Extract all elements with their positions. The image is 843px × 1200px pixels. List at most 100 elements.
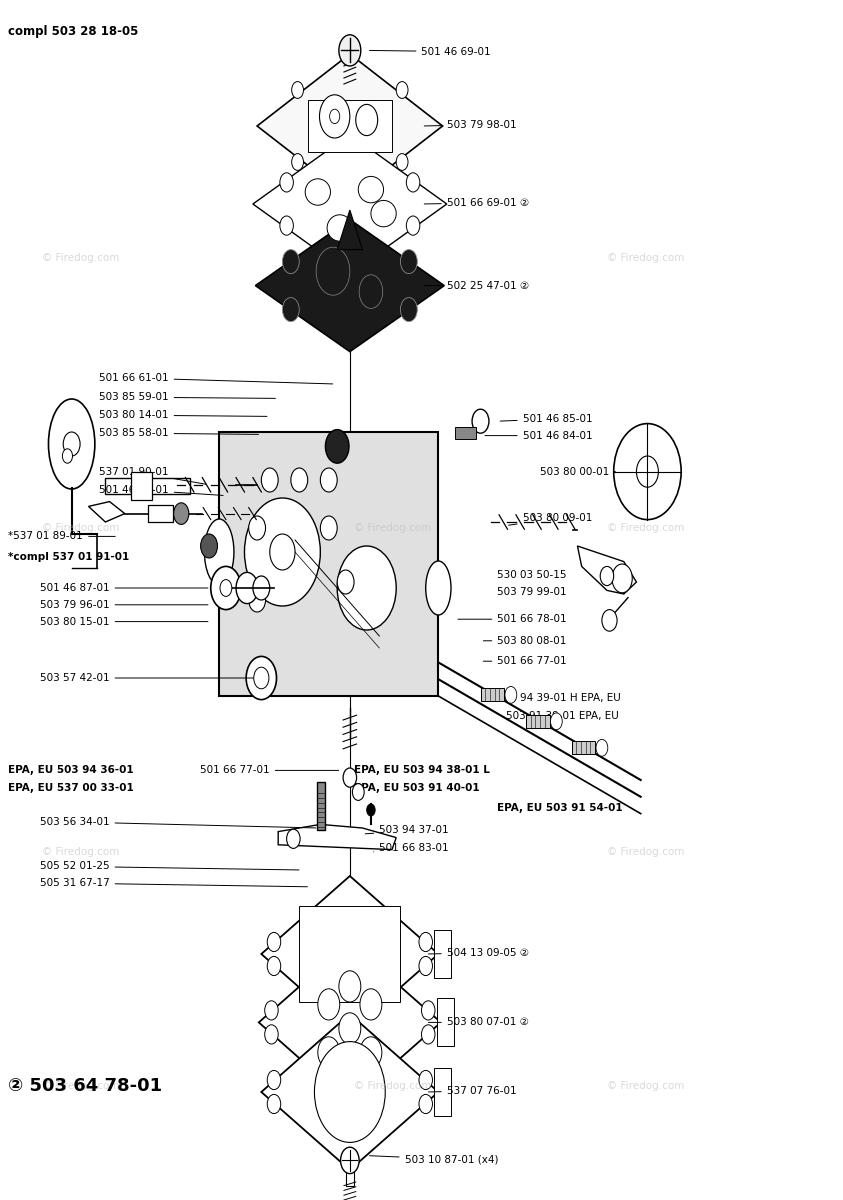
Polygon shape bbox=[337, 210, 362, 250]
Circle shape bbox=[282, 250, 299, 274]
Text: 503 85 59-01: 503 85 59-01 bbox=[99, 392, 276, 402]
Circle shape bbox=[280, 173, 293, 192]
Circle shape bbox=[280, 216, 293, 235]
Circle shape bbox=[318, 989, 340, 1020]
Text: © Firedog.com: © Firedog.com bbox=[607, 523, 685, 533]
Text: 501 66 77-01: 501 66 77-01 bbox=[200, 766, 339, 775]
Text: compl 503 28 18-05: compl 503 28 18-05 bbox=[8, 25, 139, 38]
Circle shape bbox=[270, 534, 295, 570]
Bar bbox=[308, 100, 392, 152]
Text: 501 46 87-01: 501 46 87-01 bbox=[40, 583, 208, 593]
Circle shape bbox=[406, 216, 420, 235]
Text: 530 03 50-15: 530 03 50-15 bbox=[497, 570, 566, 580]
Text: 503 57 42-01: 503 57 42-01 bbox=[40, 673, 259, 683]
Circle shape bbox=[62, 449, 72, 463]
Circle shape bbox=[419, 956, 432, 976]
Circle shape bbox=[292, 154, 303, 170]
Text: 503 80 09-01: 503 80 09-01 bbox=[508, 514, 592, 526]
Circle shape bbox=[406, 173, 420, 192]
Circle shape bbox=[261, 468, 278, 492]
Circle shape bbox=[600, 566, 614, 586]
Bar bbox=[455, 427, 476, 439]
Ellipse shape bbox=[204, 518, 234, 584]
Circle shape bbox=[396, 154, 408, 170]
Circle shape bbox=[265, 1001, 278, 1020]
Circle shape bbox=[341, 1147, 359, 1174]
Text: EPA, EU 503 91 54-01: EPA, EU 503 91 54-01 bbox=[497, 803, 623, 812]
Bar bbox=[526, 715, 550, 728]
Polygon shape bbox=[278, 824, 396, 850]
Text: 503 56 34-01: 503 56 34-01 bbox=[40, 817, 316, 828]
Text: EPA, EU 503 94 36-01: EPA, EU 503 94 36-01 bbox=[8, 766, 134, 775]
Circle shape bbox=[249, 588, 266, 612]
Text: 503 80 08-01: 503 80 08-01 bbox=[483, 636, 566, 646]
Text: 504 13 09-05 ②: 504 13 09-05 ② bbox=[428, 948, 529, 958]
Polygon shape bbox=[437, 998, 454, 1046]
Circle shape bbox=[422, 1001, 435, 1020]
Text: ② 503 64 78-01: ② 503 64 78-01 bbox=[8, 1078, 163, 1094]
Ellipse shape bbox=[426, 560, 451, 614]
Polygon shape bbox=[259, 942, 441, 1103]
Circle shape bbox=[246, 656, 277, 700]
Ellipse shape bbox=[371, 200, 396, 227]
Circle shape bbox=[343, 768, 357, 787]
Circle shape bbox=[359, 275, 383, 308]
Text: EPA, EU 537 00 33-01: EPA, EU 537 00 33-01 bbox=[8, 784, 134, 793]
Text: 503 80 07-01 ②: 503 80 07-01 ② bbox=[428, 1018, 529, 1027]
Text: © Firedog.com: © Firedog.com bbox=[42, 847, 120, 857]
Circle shape bbox=[320, 468, 337, 492]
Circle shape bbox=[596, 739, 608, 756]
Text: *537 01 89-01: *537 01 89-01 bbox=[8, 532, 115, 541]
Circle shape bbox=[201, 534, 217, 558]
Text: EPA, EU 503 91 40-01: EPA, EU 503 91 40-01 bbox=[354, 784, 480, 793]
Circle shape bbox=[267, 1094, 281, 1114]
Text: © Firedog.com: © Firedog.com bbox=[42, 253, 120, 263]
Text: 503 79 98-01: 503 79 98-01 bbox=[424, 120, 517, 130]
Ellipse shape bbox=[358, 176, 384, 203]
Text: 503 79 99-01: 503 79 99-01 bbox=[497, 587, 567, 596]
Circle shape bbox=[396, 82, 408, 98]
Circle shape bbox=[249, 516, 266, 540]
Bar bbox=[317, 782, 325, 830]
Circle shape bbox=[292, 82, 303, 98]
Circle shape bbox=[282, 298, 299, 322]
Text: 537 07 76-01: 537 07 76-01 bbox=[428, 1086, 517, 1096]
Circle shape bbox=[254, 667, 269, 689]
Circle shape bbox=[505, 686, 517, 703]
Circle shape bbox=[472, 409, 489, 433]
Circle shape bbox=[339, 1013, 361, 1044]
Text: 505 31 67-17: 505 31 67-17 bbox=[40, 878, 308, 888]
Polygon shape bbox=[577, 546, 636, 594]
Text: 501 46 69-01: 501 46 69-01 bbox=[369, 47, 491, 56]
Text: 503 79 96-01: 503 79 96-01 bbox=[40, 600, 208, 610]
Circle shape bbox=[337, 570, 354, 594]
Circle shape bbox=[339, 971, 361, 1002]
Polygon shape bbox=[89, 502, 125, 522]
Circle shape bbox=[337, 546, 396, 630]
Bar bbox=[299, 906, 400, 1002]
Text: 503 80 14-01: 503 80 14-01 bbox=[99, 410, 267, 420]
Circle shape bbox=[636, 456, 658, 487]
Text: © Firedog.com: © Firedog.com bbox=[354, 523, 432, 533]
Text: 503 10 87-01 (x4): 503 10 87-01 (x4) bbox=[369, 1154, 498, 1164]
Text: © Firedog.com: © Firedog.com bbox=[607, 847, 685, 857]
Circle shape bbox=[63, 432, 80, 456]
Circle shape bbox=[367, 804, 375, 816]
Polygon shape bbox=[434, 930, 451, 978]
Polygon shape bbox=[261, 1014, 438, 1170]
Circle shape bbox=[360, 1037, 382, 1068]
Bar bbox=[131, 472, 152, 500]
Polygon shape bbox=[261, 876, 438, 1032]
Circle shape bbox=[422, 1025, 435, 1044]
Circle shape bbox=[211, 566, 241, 610]
Circle shape bbox=[174, 503, 189, 524]
Circle shape bbox=[253, 576, 270, 600]
Text: 505 52 01-25: 505 52 01-25 bbox=[40, 862, 299, 871]
Circle shape bbox=[330, 109, 340, 124]
Circle shape bbox=[419, 1094, 432, 1114]
Text: 503 85 58-01: 503 85 58-01 bbox=[99, 428, 259, 438]
Circle shape bbox=[316, 247, 350, 295]
Bar bbox=[481, 689, 504, 702]
Text: 503 91 39-01 EPA, EU: 503 91 39-01 EPA, EU bbox=[506, 712, 619, 721]
Circle shape bbox=[400, 250, 417, 274]
